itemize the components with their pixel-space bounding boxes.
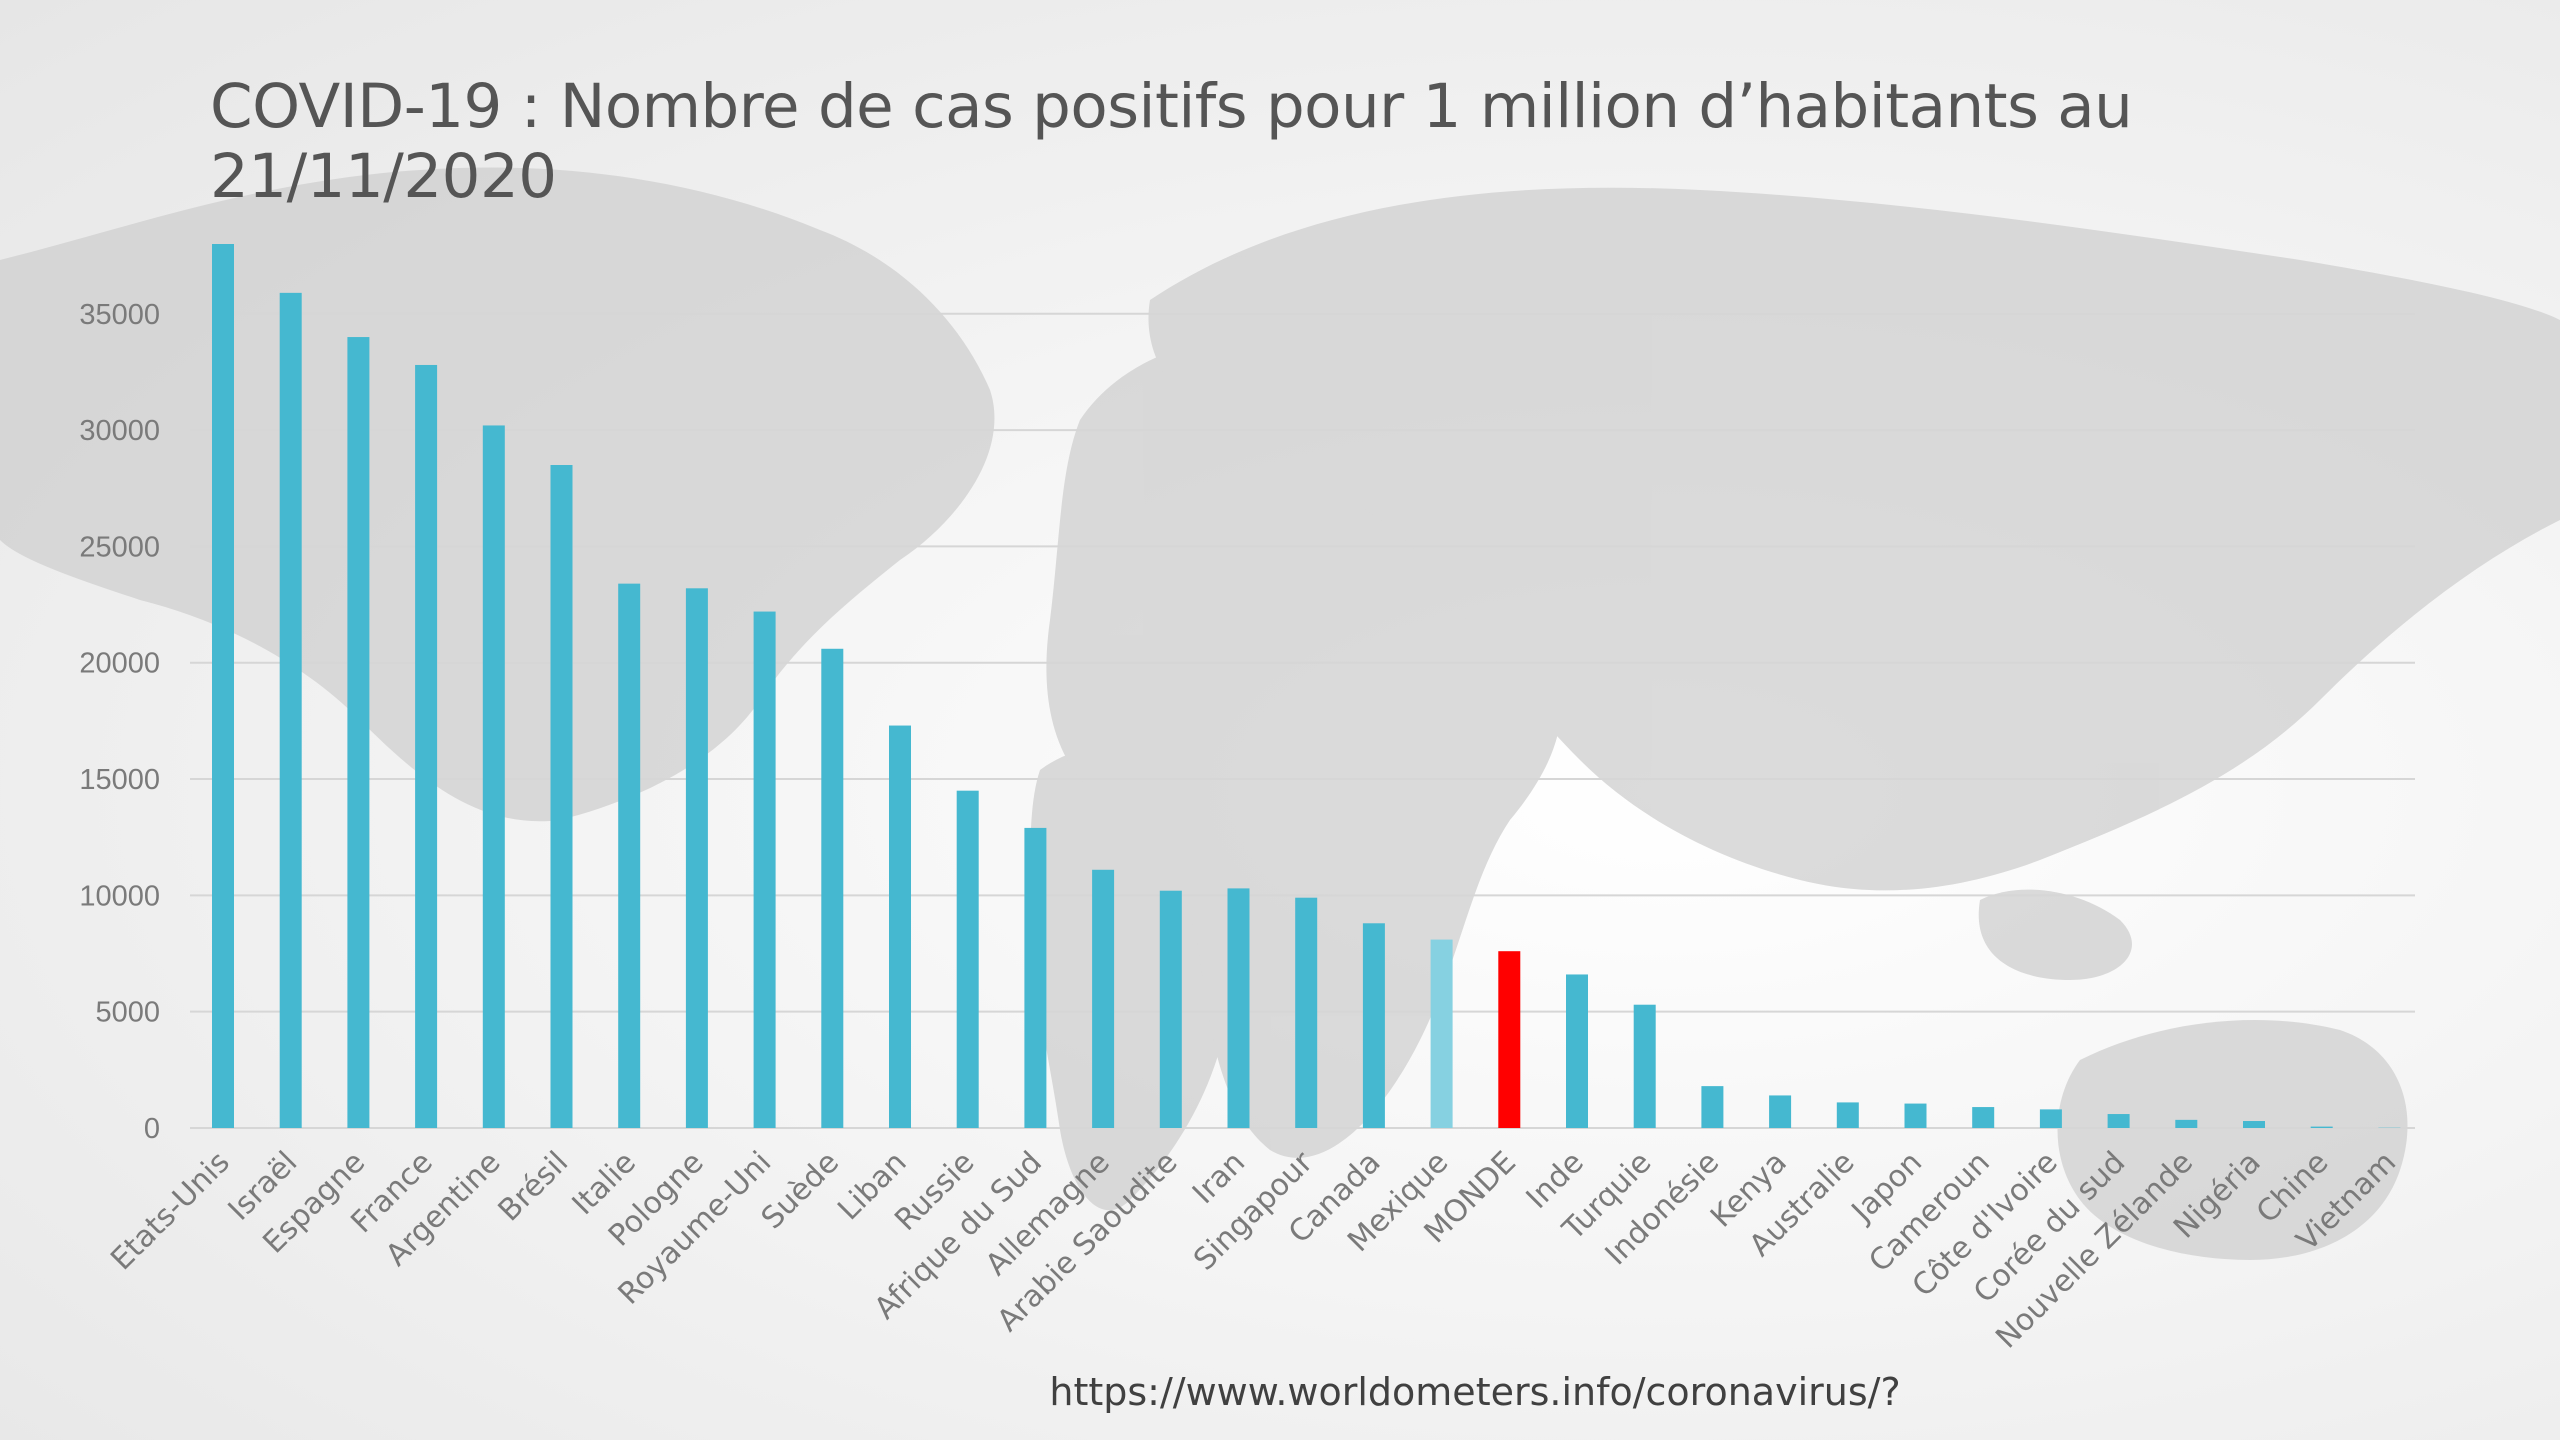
y-tick-label: 10000 [79,880,160,912]
bar-chine [2310,1126,2333,1128]
bar-inde [1566,974,1588,1128]
bar-indon-sie [1701,1086,1724,1128]
bar-nouvelle-z-lande [2175,1119,2198,1128]
bar-royaume-uni [753,611,776,1128]
bar-arabie-saoudite [1159,890,1182,1128]
x-axis-tick-labels: Etats-UnisIsraëlEspagneFranceArgentineBr… [104,1144,2403,1355]
bar-mexique [1430,939,1453,1128]
y-tick-label: 5000 [95,997,160,1029]
bar-australie [1836,1102,1859,1128]
bar-afrique-du-sud [1024,827,1047,1128]
bars [212,244,2401,1129]
bar-cameroun [1972,1107,1995,1128]
bar-nig-ria [2243,1121,2265,1128]
bar-japon [1904,1103,1927,1128]
bar-russie [956,790,979,1128]
y-axis-tick-labels: 0 5000 10000 15000 20000 25000 30000 35000 [79,299,160,1145]
bar-etats-unis [212,244,234,1128]
bar-br-sil [550,465,573,1128]
bar-iran [1227,888,1250,1128]
source-link[interactable]: https://www.worldometers.info/coronaviru… [1049,1370,1901,1414]
y-tick-label: 0 [144,1113,160,1145]
bar-italie [618,583,641,1128]
bar-cor-e-du-sud [2107,1114,2130,1128]
chart-title: COVID-19 : Nombre de cas positifs pour 1… [210,71,2133,212]
bar-c-te-d-ivoire [2039,1109,2062,1128]
x-tick-label: Brésil [492,1145,575,1228]
bar-singapour [1295,897,1318,1128]
x-tick-label: Etats-Unis [104,1145,236,1277]
y-tick-label: 15000 [79,764,160,796]
bar-turquie [1633,1004,1656,1128]
x-tick-label: Suède [755,1145,846,1236]
bar-argentine [482,425,505,1128]
y-tick-label: 30000 [79,415,160,447]
y-tick-label: 20000 [79,648,160,680]
bar-allemagne [1092,869,1115,1128]
bar-pologne [685,588,708,1128]
y-tick-label: 25000 [79,531,160,563]
bar-france [415,364,438,1129]
bar-monde [1498,951,1521,1128]
bar-liban [889,725,911,1128]
bar-kenya [1769,1095,1792,1128]
bar-su-de [821,648,844,1128]
bar-espagne [347,337,370,1129]
bar-isra-l [279,292,302,1128]
world-map-background [0,167,2560,1260]
y-tick-label: 35000 [79,299,160,331]
bar-canada [1362,923,1385,1128]
